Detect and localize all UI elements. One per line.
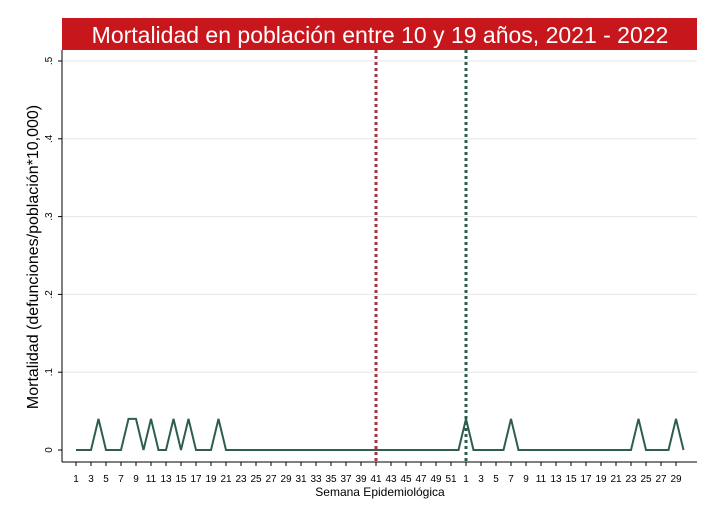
x-tick-label: 29: [280, 474, 292, 485]
x-tick-label: 23: [625, 474, 637, 485]
x-ticks: 1 3 5 7 9 11 13 15 17 19 21 23 25 27 29 31 33 35 37 39 41 43 4…: [73, 462, 682, 485]
x-tick-label: 37: [340, 474, 352, 485]
x-tick-label: 5: [103, 474, 109, 485]
chart-title: Mortalidad en población entre 10 y 19 añ…: [92, 22, 669, 48]
y-tick-label: .4: [44, 134, 55, 143]
x-tick-label: 17: [580, 474, 592, 485]
x-tick-label: 5: [493, 474, 499, 485]
x-tick-label: 29: [670, 474, 682, 485]
reference-lines: [374, 50, 468, 462]
x-tick-label: 17: [190, 474, 202, 485]
x-tick-label: 31: [295, 474, 307, 485]
x-tick-label: 15: [565, 474, 577, 485]
x-tick-label: 9: [133, 474, 139, 485]
x-tick-label: 27: [265, 474, 277, 485]
x-tick-label: 33: [310, 474, 322, 485]
x-tick-label: 19: [595, 474, 607, 485]
x-tick-label: 1: [73, 474, 79, 485]
series-group: [76, 417, 685, 451]
x-tick-label: 11: [146, 474, 157, 485]
x-tick-label: 21: [220, 474, 232, 485]
x-tick-label: 3: [478, 474, 484, 485]
y-tick-label: .3: [44, 212, 55, 221]
x-tick-label: 9: [523, 474, 529, 485]
y-tick-label: .1: [44, 368, 55, 377]
gridlines: [62, 60, 697, 373]
x-tick-label: 1: [463, 474, 469, 485]
y-tick-label: .5: [44, 56, 55, 65]
x-tick-label: 43: [385, 474, 397, 485]
y-tick-label: .2: [44, 290, 55, 299]
x-tick-label: 13: [160, 474, 172, 485]
x-tick-label: 39: [355, 474, 367, 485]
title-banner: [62, 18, 697, 50]
x-axis-label: Semana Epidemiológica: [315, 485, 445, 499]
x-tick-label: 23: [235, 474, 247, 485]
x-tick-label: 25: [250, 474, 262, 485]
x-tick-label: 21: [610, 474, 622, 485]
series-line: [76, 417, 685, 451]
x-tick-label: 41: [370, 474, 382, 485]
x-tick-label: 45: [400, 474, 412, 485]
x-tick-label: 3: [88, 474, 94, 485]
y-tick-label: 0: [44, 447, 55, 453]
x-tick-label: 35: [325, 474, 337, 485]
x-tick-label: 7: [118, 474, 124, 485]
x-tick-label: 11: [536, 474, 547, 485]
x-tick-label: 27: [655, 474, 667, 485]
x-tick-label: 47: [415, 474, 427, 485]
x-tick-label: 25: [640, 474, 652, 485]
x-tick-label: 7: [508, 474, 514, 485]
y-ticks: 0 .1 .2 .3 .4 .5: [44, 56, 62, 453]
x-tick-label: 51: [445, 474, 457, 485]
x-tick-label: 49: [430, 474, 442, 485]
x-tick-label: 15: [175, 474, 187, 485]
y-axis-label: Mortalidad (defunciones/población*10,000…: [25, 105, 42, 409]
x-tick-label: 13: [550, 474, 562, 485]
x-tick-label: 19: [205, 474, 217, 485]
